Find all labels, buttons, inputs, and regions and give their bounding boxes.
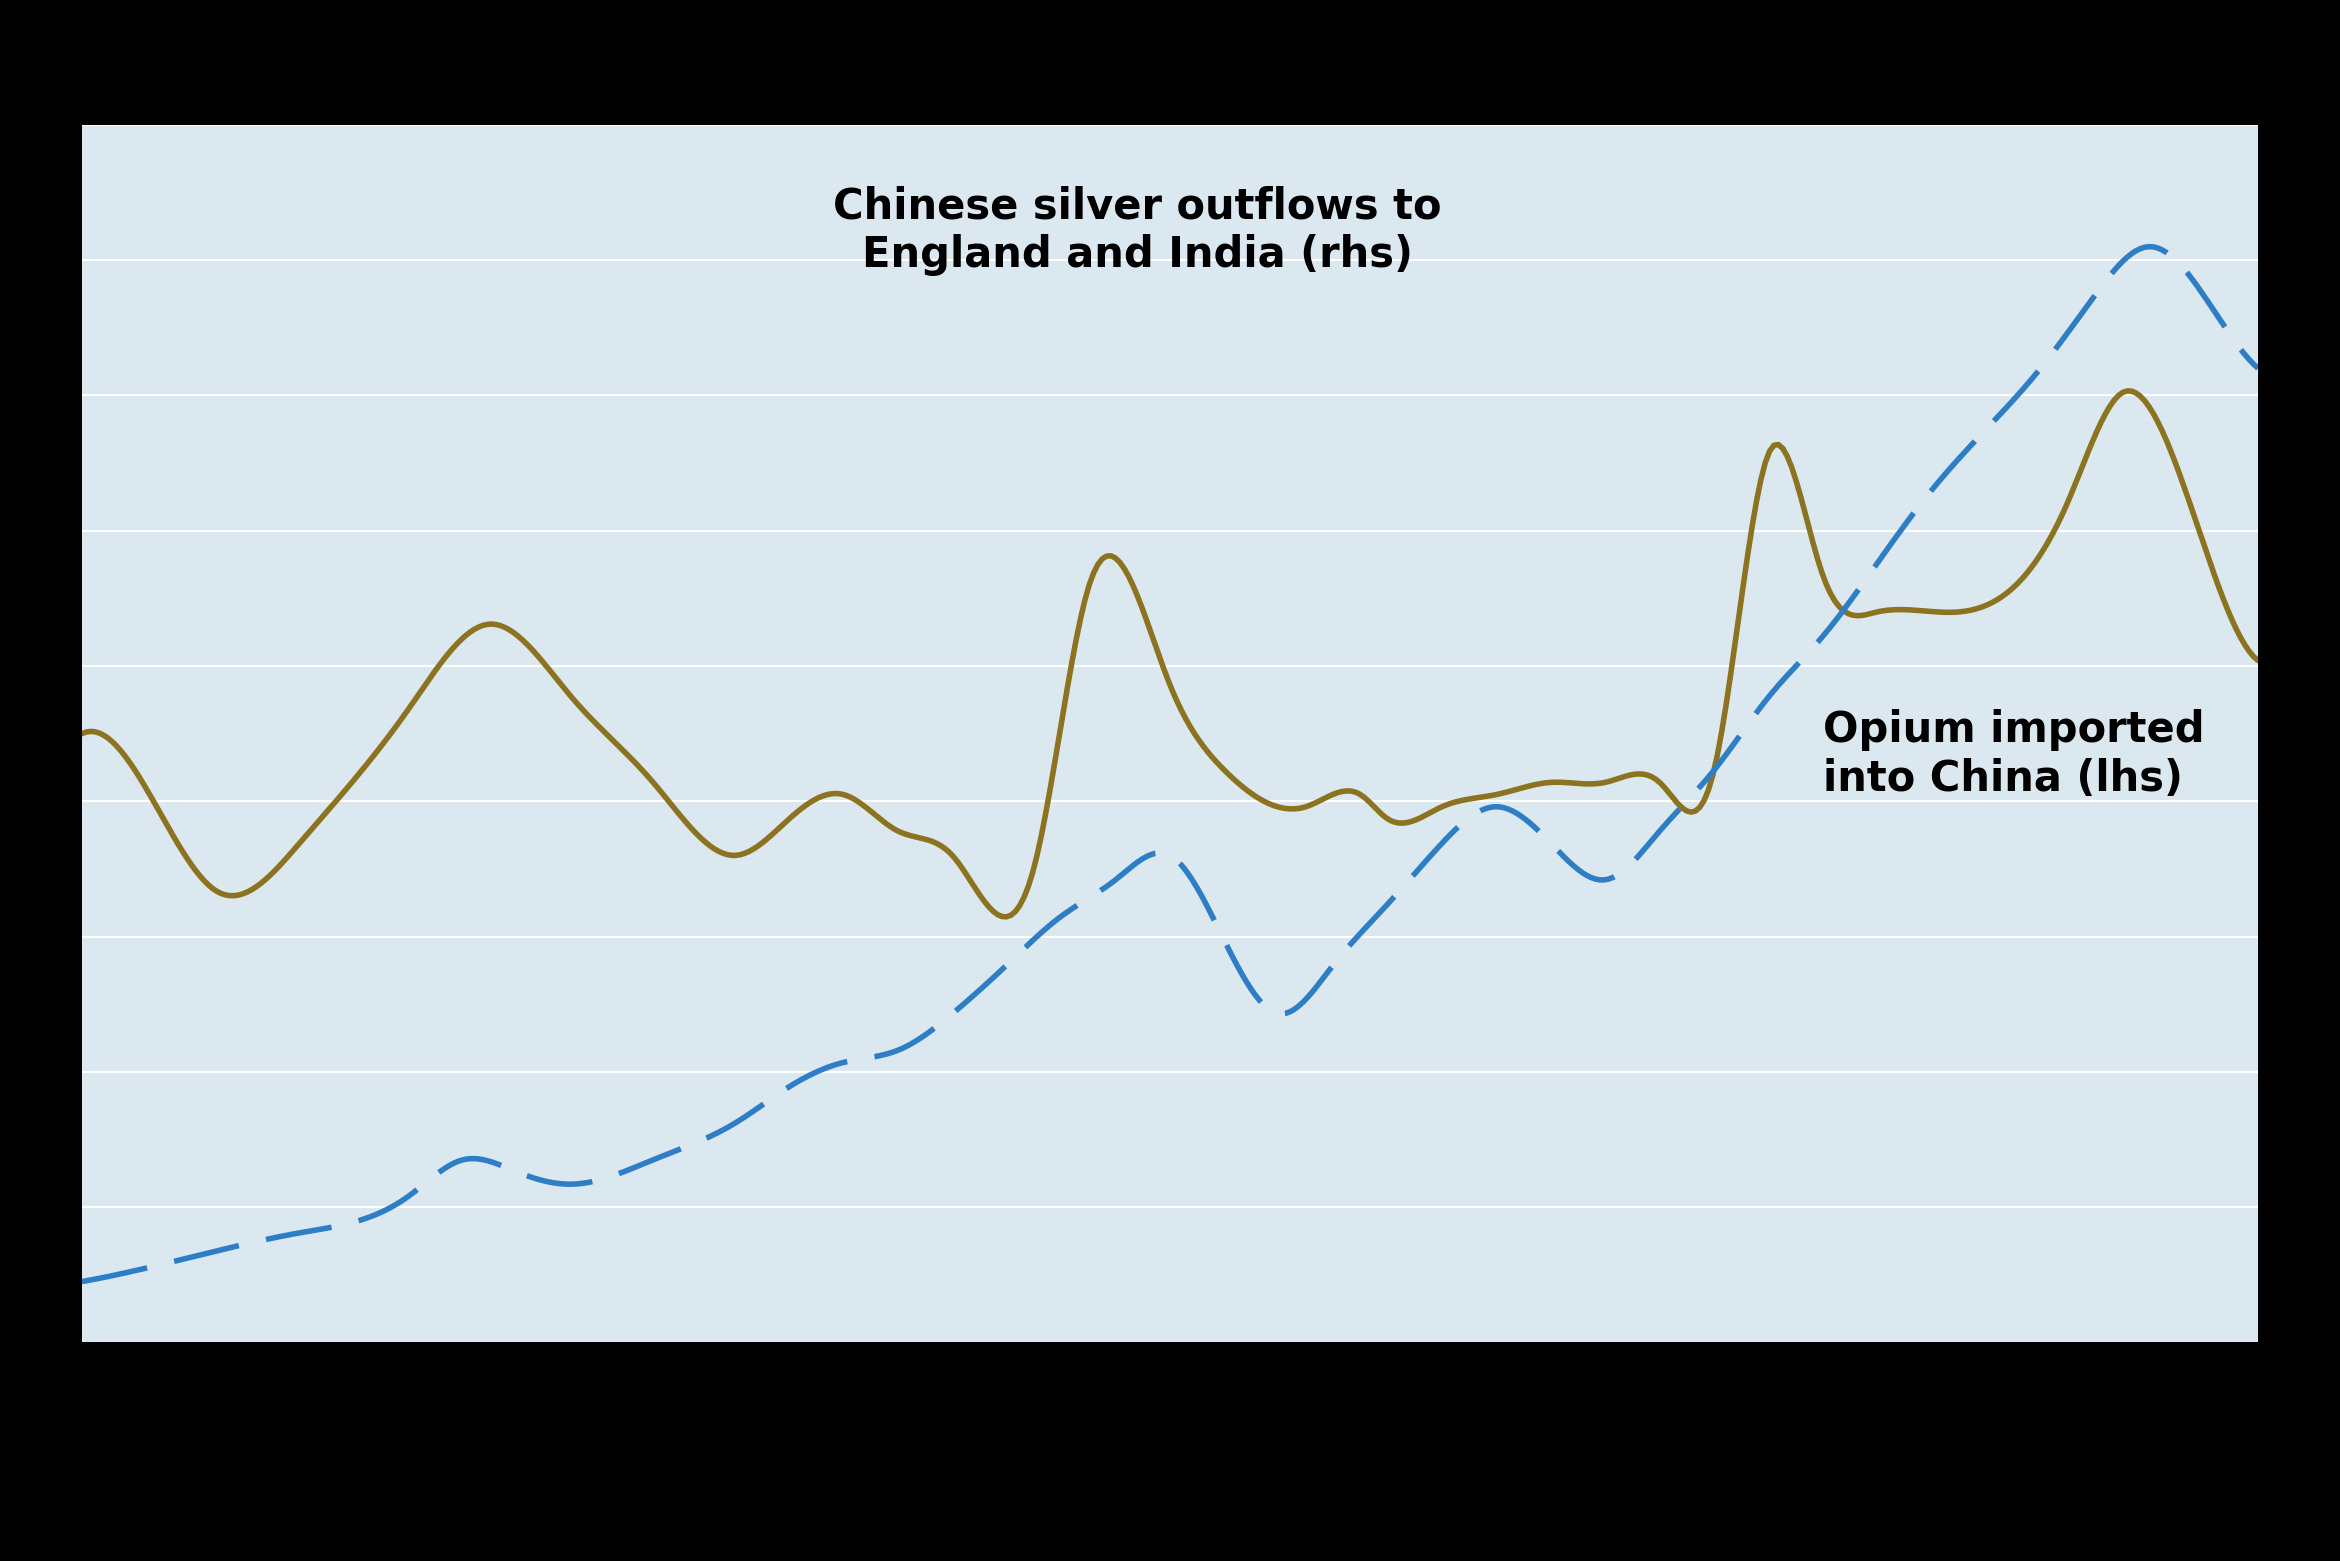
Text: Opium imported
into China (lhs): Opium imported into China (lhs) xyxy=(1823,709,2204,799)
Text: Chinese silver outflows to
England and India (rhs): Chinese silver outflows to England and I… xyxy=(833,186,1441,276)
